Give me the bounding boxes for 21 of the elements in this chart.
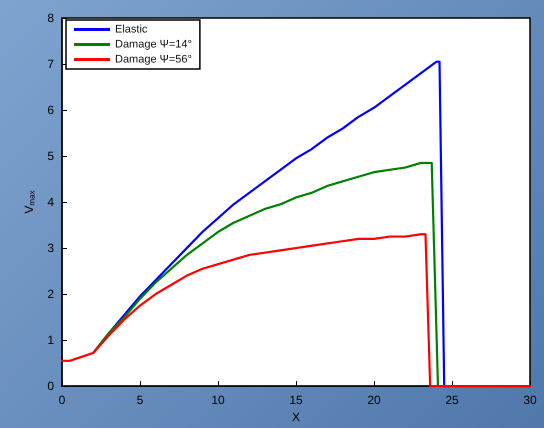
legend-label: Damage Ψ=56°: [115, 54, 192, 66]
x-tick-label: 25: [445, 393, 459, 408]
y-tick-label: 0: [47, 379, 54, 394]
y-tick-label: 6: [47, 103, 54, 118]
y-tick-label: 8: [47, 11, 54, 25]
y-tick-label: 3: [47, 241, 54, 256]
y-axis-title: Vmax: [22, 190, 36, 214]
x-tick-label: 20: [367, 393, 381, 408]
y-tick-label: 2: [47, 287, 54, 302]
x-tick-label: 5: [136, 393, 144, 408]
legend-label: Elastic: [115, 24, 148, 36]
x-tick-label: 0: [58, 393, 66, 408]
y-tick-label: 7: [47, 57, 54, 72]
x-tick-label: 15: [289, 393, 303, 408]
y-tick-label: 4: [47, 195, 54, 210]
x-axis-title: X: [292, 410, 300, 424]
y-tick-label: 1: [47, 333, 54, 348]
x-tick-label: 10: [211, 393, 225, 408]
x-tick-label: 30: [523, 393, 537, 408]
legend-label: Damage Ψ=14°: [115, 38, 192, 50]
y-tick-label: 5: [47, 149, 54, 164]
